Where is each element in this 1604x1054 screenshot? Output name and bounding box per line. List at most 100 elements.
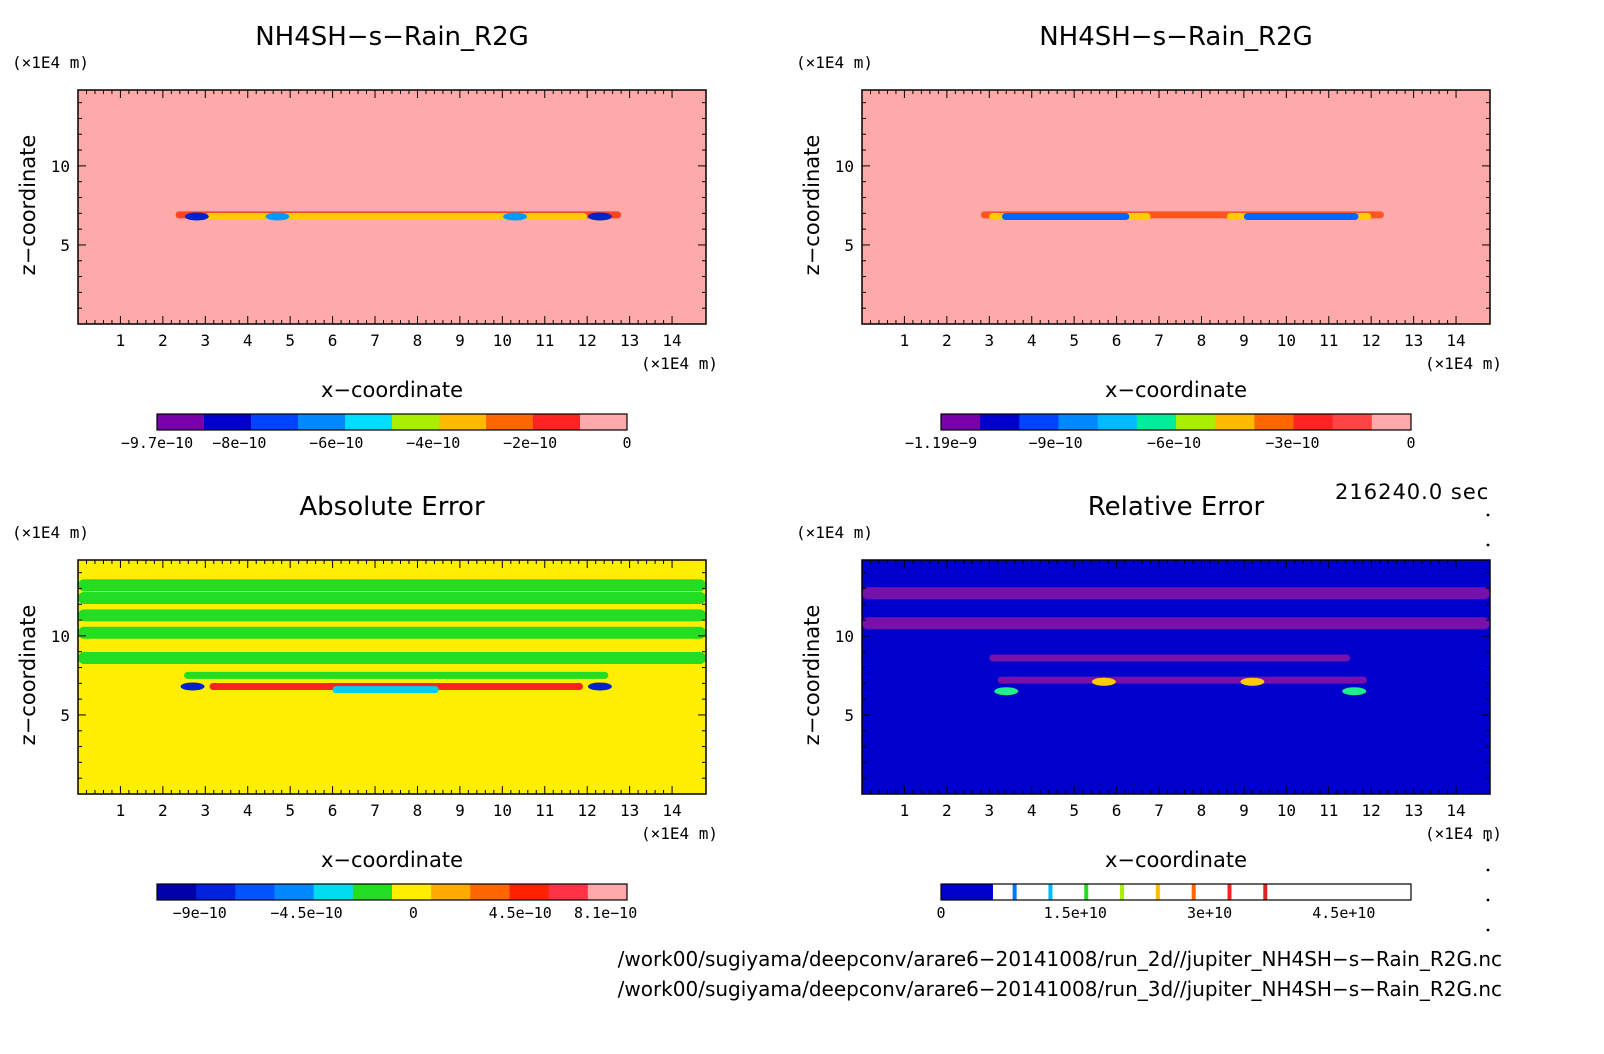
colorbar-swatch: [1293, 414, 1334, 430]
colorbar-label: −6e−10: [1147, 434, 1201, 452]
x-tick-label: 2: [158, 801, 168, 820]
colorbar-label: −9.7e−10: [121, 434, 193, 452]
colorbar: −9.7e−10 −8e−10 −6e−10 −4e−10 −2e−10 0: [121, 413, 632, 452]
field-background: [862, 90, 1490, 324]
colorbar: 0 1.5e+10 3e+10 4.5e+10: [936, 883, 1412, 922]
file-path-1: /work00/sugiyama/deepconv/arare6−2014100…: [617, 947, 1502, 971]
colorbar-swatch: [392, 414, 440, 430]
colorbar-label: −6e−10: [309, 434, 363, 452]
x-tick-label: 10: [493, 331, 512, 350]
colorbar-swatch: [392, 884, 432, 900]
chart-title: NH4SH−s−Rain_R2G: [1039, 22, 1313, 52]
colorbar-swatch: [587, 884, 628, 900]
colorbar-label: −4.5e−10: [270, 904, 342, 922]
margin-dot: [1486, 928, 1490, 932]
colorbar-label: −1.19e−9: [905, 434, 977, 452]
x-tick-label: 7: [1154, 801, 1164, 820]
contour-band-3: [78, 609, 706, 622]
x-axis-label: x−coordinate: [1105, 378, 1247, 402]
y-axis-unit: (×1E4 m): [12, 53, 89, 72]
chart-title: Relative Error: [1088, 492, 1265, 522]
x-tick-label: 9: [1239, 331, 1249, 350]
colorbar-swatch: [941, 884, 993, 900]
chart-panel-4: Relative Error(×1E4 m)1 2 3 4 5 6 7 8 9 10 11 12 13 1…: [796, 492, 1502, 922]
y-axis-unit: (×1E4 m): [796, 523, 873, 542]
contour-blob-7: [1240, 677, 1265, 686]
contour-band-4: [997, 676, 1367, 684]
x-tick-label: 8: [413, 331, 423, 350]
y-tick-label: 5: [844, 236, 854, 255]
colorbar-label: 0: [622, 434, 631, 452]
colorbar-label: 4.5e+10: [1312, 904, 1375, 922]
colorbar-swatch: [1097, 414, 1138, 430]
colorbar-frame: [940, 883, 1412, 901]
x-tick-label: 14: [1446, 801, 1465, 820]
colorbar-swatch: [509, 884, 550, 900]
x-tick-label: 6: [1112, 801, 1122, 820]
x-tick-label: 4: [243, 331, 253, 350]
colorbar-swatch: [345, 414, 393, 430]
x-tick-label: 12: [1362, 331, 1381, 350]
colorbar-swatch: [1332, 414, 1373, 430]
x-tick-label: 3: [200, 331, 210, 350]
colorbar-swatch: [580, 414, 628, 430]
contour-band-5: [1243, 212, 1359, 220]
y-tick-label: 5: [60, 706, 70, 725]
colorbar-swatch: [1254, 414, 1294, 430]
colorbar-swatch: [1263, 884, 1268, 900]
colorbar-swatch: [251, 414, 299, 430]
x-tick-label: 13: [1404, 331, 1423, 350]
y-axis-label: z−coordinate: [16, 135, 40, 276]
contour-band-3: [989, 654, 1350, 662]
field-features: [862, 587, 1490, 696]
colorbar-swatch: [1120, 884, 1125, 900]
contour-band-1: [78, 579, 706, 592]
colorbar-swatch: [352, 884, 393, 900]
x-tick-label: 9: [455, 331, 465, 350]
colorbar-swatch: [1019, 414, 1059, 430]
colorbar: −9e−10 −4.5e−10 0 4.5e−10 8.1e−10: [156, 883, 637, 922]
x-tick-label: 4: [1027, 801, 1037, 820]
field-features: [78, 579, 706, 694]
x-axis-label: x−coordinate: [321, 378, 463, 402]
x-tick-label: 1: [116, 801, 126, 820]
x-tick-label: 14: [662, 331, 681, 350]
chart-panel-1: NH4SH−s−Rain_R2G(×1E4 m)1 2 3 4 5 6 7 8 9 10 11 12 1…: [12, 22, 718, 452]
field-background: [78, 90, 706, 324]
x-tick-label: 2: [158, 331, 168, 350]
colorbar-swatch: [548, 884, 589, 900]
colorbar: −1.19e−9 −9e−10 −6e−10 −3e−10 0: [905, 413, 1416, 452]
colorbar-label: −3e−10: [1265, 434, 1319, 452]
x-tick-label: 6: [328, 801, 338, 820]
y-tick-label: 10: [835, 157, 854, 176]
contour-band-2: [78, 591, 706, 604]
colorbar-label: 0: [1406, 434, 1415, 452]
contour-band-1: [862, 587, 1490, 600]
margin-dot: [1486, 838, 1490, 842]
x-tick-label: 10: [493, 801, 512, 820]
colorbar-label: −9e−10: [1028, 434, 1082, 452]
x-axis-label: x−coordinate: [1105, 848, 1247, 872]
colorbar-label: 0: [409, 904, 418, 922]
y-axis-unit: (×1E4 m): [796, 53, 873, 72]
x-tick-label: 5: [1069, 801, 1079, 820]
x-tick-label: 7: [370, 331, 380, 350]
colorbar-label: −2e−10: [503, 434, 557, 452]
colorbar-swatch: [204, 414, 252, 430]
x-tick-label: 8: [413, 801, 423, 820]
contour-band-5: [78, 652, 706, 665]
contour-blob-5: [994, 687, 1019, 696]
margin-dot: [1486, 513, 1490, 517]
field-features: [175, 211, 622, 221]
x-tick-label: 6: [328, 331, 338, 350]
x-tick-label: 2: [942, 331, 952, 350]
colorbar-label: 4.5e−10: [489, 904, 552, 922]
x-tick-label: 5: [1069, 331, 1079, 350]
contour-band-8: [332, 686, 439, 694]
x-tick-label: 11: [535, 331, 554, 350]
x-axis-unit: (×1E4 m): [641, 354, 718, 373]
contour-band-4: [1002, 212, 1130, 220]
x-axis-label: x−coordinate: [321, 848, 463, 872]
x-tick-label: 14: [1446, 331, 1465, 350]
contour-blob-6: [587, 212, 612, 221]
